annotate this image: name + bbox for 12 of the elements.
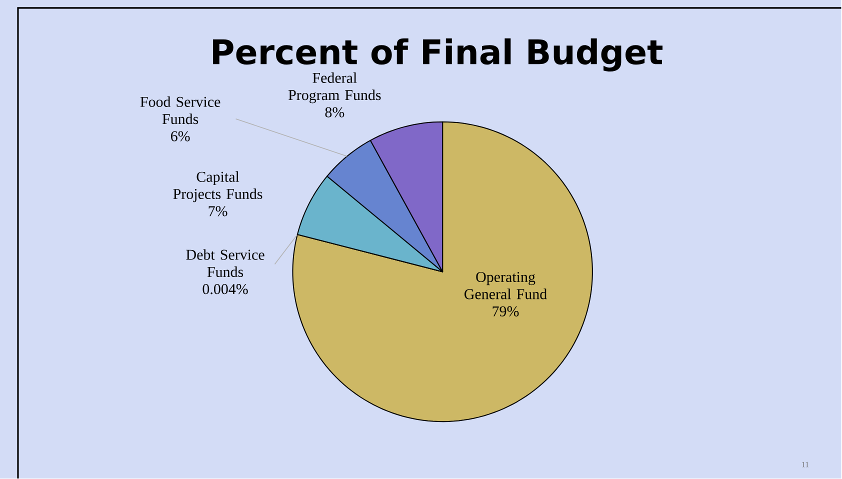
- data-label: 79%: [492, 306, 519, 316]
- slice-label: Operating General Fund: [464, 272, 547, 300]
- text: 11: [802, 462, 809, 468]
- data-label: 7%: [208, 206, 228, 216]
- slice-label: Debt Service Funds: [186, 249, 264, 277]
- data-label: 0.004%: [202, 284, 248, 294]
- data-label: 8%: [325, 107, 344, 118]
- data-label: 6%: [171, 131, 190, 142]
- chart-title: Percent of Final Budget: [213, 38, 663, 72]
- slice-label: Federal Program Funds: [288, 72, 381, 104]
- slice-label: Capital Projects Funds: [173, 171, 262, 202]
- slice-label: Food Service Funds: [140, 96, 220, 124]
